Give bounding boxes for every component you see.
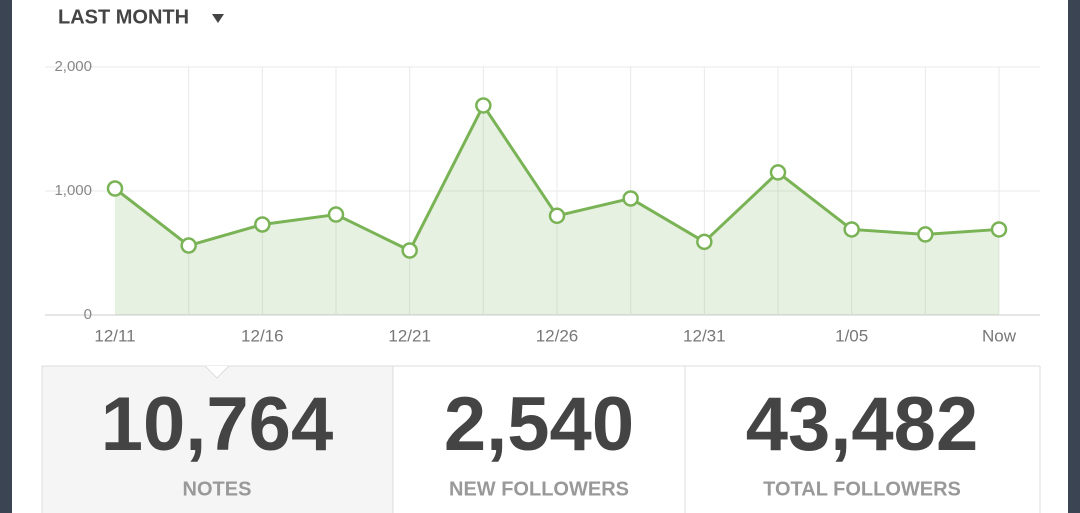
stat-label: NEW FOLLOWERS xyxy=(449,478,629,500)
x-tick-label: 12/16 xyxy=(241,326,284,345)
dropdown-arrow[interactable] xyxy=(212,14,224,23)
point xyxy=(843,221,860,238)
stat-label: NOTES xyxy=(183,478,252,500)
x-tick-label: 12/21 xyxy=(388,326,431,345)
stat-label: TOTAL FOLLOWERS xyxy=(763,478,961,500)
period-label[interactable]: LAST MONTH xyxy=(58,6,189,28)
point xyxy=(180,237,197,254)
x-tick-label: 12/26 xyxy=(536,326,579,345)
selected-stat-bg xyxy=(41,365,394,513)
right-border xyxy=(1068,0,1080,513)
point xyxy=(990,221,1008,238)
stat-value: 43,482 xyxy=(746,382,978,467)
point xyxy=(475,97,492,114)
stats: 10,764 NOTES 2,540 NEW FOLLOWERS 43,482 TOTAL… xyxy=(101,382,978,500)
period-dropdown[interactable]: LAST MONTH xyxy=(58,6,224,28)
x-tick-label: 1/05 xyxy=(835,326,868,345)
y-tick-label: 0 xyxy=(84,306,92,323)
x-tick-label: 12/11 xyxy=(94,326,135,345)
point xyxy=(917,226,934,243)
point xyxy=(622,190,639,207)
point xyxy=(769,164,787,181)
x-tick-label: Now xyxy=(982,326,1017,345)
x-tick-label: 12/31 xyxy=(683,326,726,345)
point xyxy=(401,242,418,259)
y-tick-label: 1,000 xyxy=(54,182,92,199)
point xyxy=(254,216,271,233)
point xyxy=(548,207,566,225)
selection-notch xyxy=(204,365,230,379)
chart: 0 1,000 2,000 12/11 12/16 12/21 12/26 12/31 1/05… xyxy=(45,58,1040,345)
area xyxy=(115,105,999,315)
stat-value: 10,764 xyxy=(101,382,333,467)
point xyxy=(106,180,124,197)
stats-panel xyxy=(41,365,1041,513)
y-tick-label: 2,000 xyxy=(54,58,92,75)
left-border xyxy=(0,0,12,513)
point xyxy=(327,206,345,223)
point xyxy=(696,233,713,251)
stat-value: 2,540 xyxy=(444,382,634,467)
